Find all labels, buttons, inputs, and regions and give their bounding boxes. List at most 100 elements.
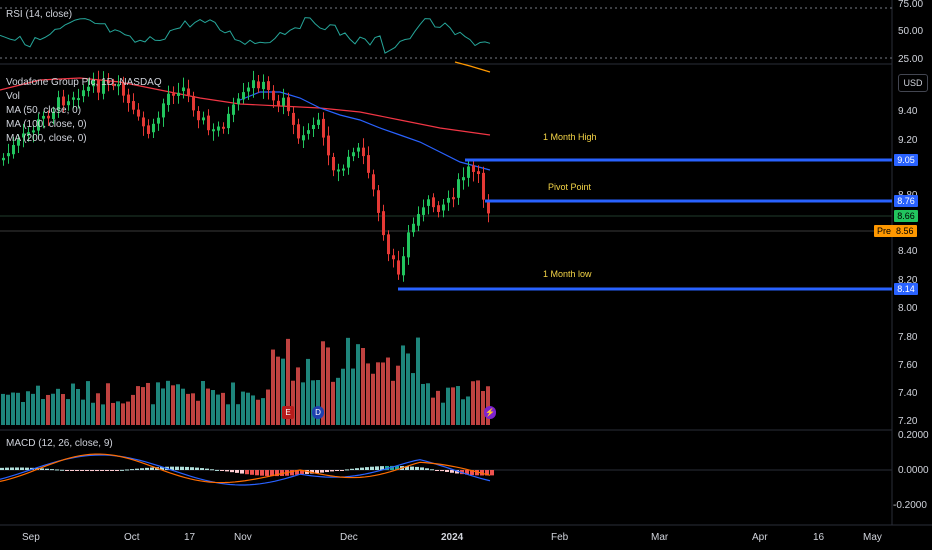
volume-bar <box>471 381 475 425</box>
volume-bar <box>346 337 350 425</box>
macd-bar <box>175 466 179 470</box>
macd-bar <box>270 470 274 477</box>
candle-body <box>117 84 120 87</box>
macd-bar <box>330 470 334 472</box>
volume-bars <box>1 337 490 425</box>
candle-body <box>407 232 410 258</box>
macd-title[interactable]: MACD (12, 26, close, 9) <box>6 438 113 449</box>
macd-bar <box>440 470 444 472</box>
volume-bar <box>226 404 230 425</box>
currency-button[interactable]: USD <box>898 74 928 92</box>
candle-body <box>82 90 85 97</box>
candle-body <box>447 197 450 203</box>
candle-body <box>87 86 90 92</box>
macd-bar <box>300 470 304 475</box>
volume-bar <box>426 383 430 425</box>
time-label-feb: Feb <box>551 532 569 543</box>
volume-bar <box>61 394 65 425</box>
volume-bar <box>221 392 225 425</box>
macd-bar <box>150 467 154 470</box>
macd-bar <box>185 466 189 470</box>
macd-bar <box>60 469 64 471</box>
macd-line <box>0 454 491 486</box>
macd-bar <box>115 470 119 471</box>
volume-bar <box>366 363 370 425</box>
candle-body <box>267 81 270 90</box>
rsi-title[interactable]: RSI (14, close) <box>6 9 73 20</box>
candle-body <box>392 255 395 260</box>
time-label-16: 16 <box>813 532 825 543</box>
candle-body <box>197 110 200 121</box>
candle-body <box>297 124 300 139</box>
volume-bar <box>336 377 340 425</box>
volume-bar <box>256 399 260 425</box>
volume-bar <box>371 373 375 425</box>
volume-bar <box>136 386 140 425</box>
volume-bar <box>456 386 460 425</box>
macd-bar <box>485 470 489 476</box>
legend-vol[interactable]: Vol <box>6 91 20 102</box>
candle-body <box>337 169 340 172</box>
candle-body <box>442 204 445 211</box>
macd-bar <box>205 468 209 470</box>
volume-bar <box>486 386 490 425</box>
candle-body <box>2 157 5 161</box>
candle-body <box>452 197 455 200</box>
macd-bar <box>190 467 194 470</box>
candle-body <box>482 172 485 200</box>
candle-body <box>27 132 30 136</box>
volume-bar <box>16 392 20 425</box>
volume-bar <box>266 389 270 425</box>
dividend-event-icon[interactable]: D <box>312 406 324 419</box>
candle-body <box>132 101 135 110</box>
pivot-point-label[interactable]: Pivot Point <box>548 182 592 192</box>
earnings-event-icon[interactable]: E <box>282 406 294 419</box>
candle-body <box>147 125 150 134</box>
split-event-icon[interactable]: ⚡ <box>484 406 496 419</box>
pre-label: Pre <box>877 226 892 236</box>
ma50-line <box>239 91 491 171</box>
macd-bar <box>225 470 229 472</box>
candle-body <box>177 92 180 96</box>
macd-bar <box>215 469 219 471</box>
legend-ma100[interactable]: MA (100, close, 0) <box>6 119 87 130</box>
symbol-title[interactable]: Vodafone Group Plc, 1D, NASDAQ <box>6 77 162 88</box>
last-price-tag: 8.66 <box>894 210 918 222</box>
volume-bar <box>201 381 205 425</box>
candle-body <box>432 197 435 208</box>
candle-body <box>437 205 440 212</box>
volume-bar <box>466 396 470 425</box>
price-axis-780: 7.80 <box>898 332 918 343</box>
volume-bar <box>386 357 390 425</box>
volume-bar <box>236 404 240 425</box>
macd-bar <box>265 470 269 476</box>
volume-bar <box>476 380 480 425</box>
candle-body <box>292 112 295 125</box>
volume-bar <box>31 393 35 425</box>
macd-bar <box>455 470 459 474</box>
volume-bar <box>296 367 300 425</box>
candle-body <box>142 117 145 127</box>
pre-market-badge: Pre 8.56 <box>874 225 917 237</box>
candle-body <box>57 97 60 110</box>
candle-body <box>77 98 80 101</box>
candle-body <box>477 171 480 175</box>
macd-bar <box>200 468 204 470</box>
volume-bar <box>431 397 435 425</box>
candle-body <box>272 90 275 101</box>
one-month-high-label[interactable]: 1 Month High <box>543 132 597 142</box>
volume-bar <box>241 391 245 425</box>
volume-bar <box>306 358 310 425</box>
legend-ma200[interactable]: MA (200, close, 0) <box>6 133 87 144</box>
legend-ma50[interactable]: MA (50, close, 0) <box>6 105 82 116</box>
candle-body <box>382 211 385 236</box>
volume-bar <box>211 390 215 425</box>
volume-bar <box>151 404 155 425</box>
one-month-low-label[interactable]: 1 Month low <box>543 269 592 279</box>
macd-bar <box>355 468 359 470</box>
macd-bar <box>125 469 129 471</box>
candle-body <box>92 80 95 87</box>
volume-bar <box>161 388 165 425</box>
candle-body <box>62 96 65 106</box>
